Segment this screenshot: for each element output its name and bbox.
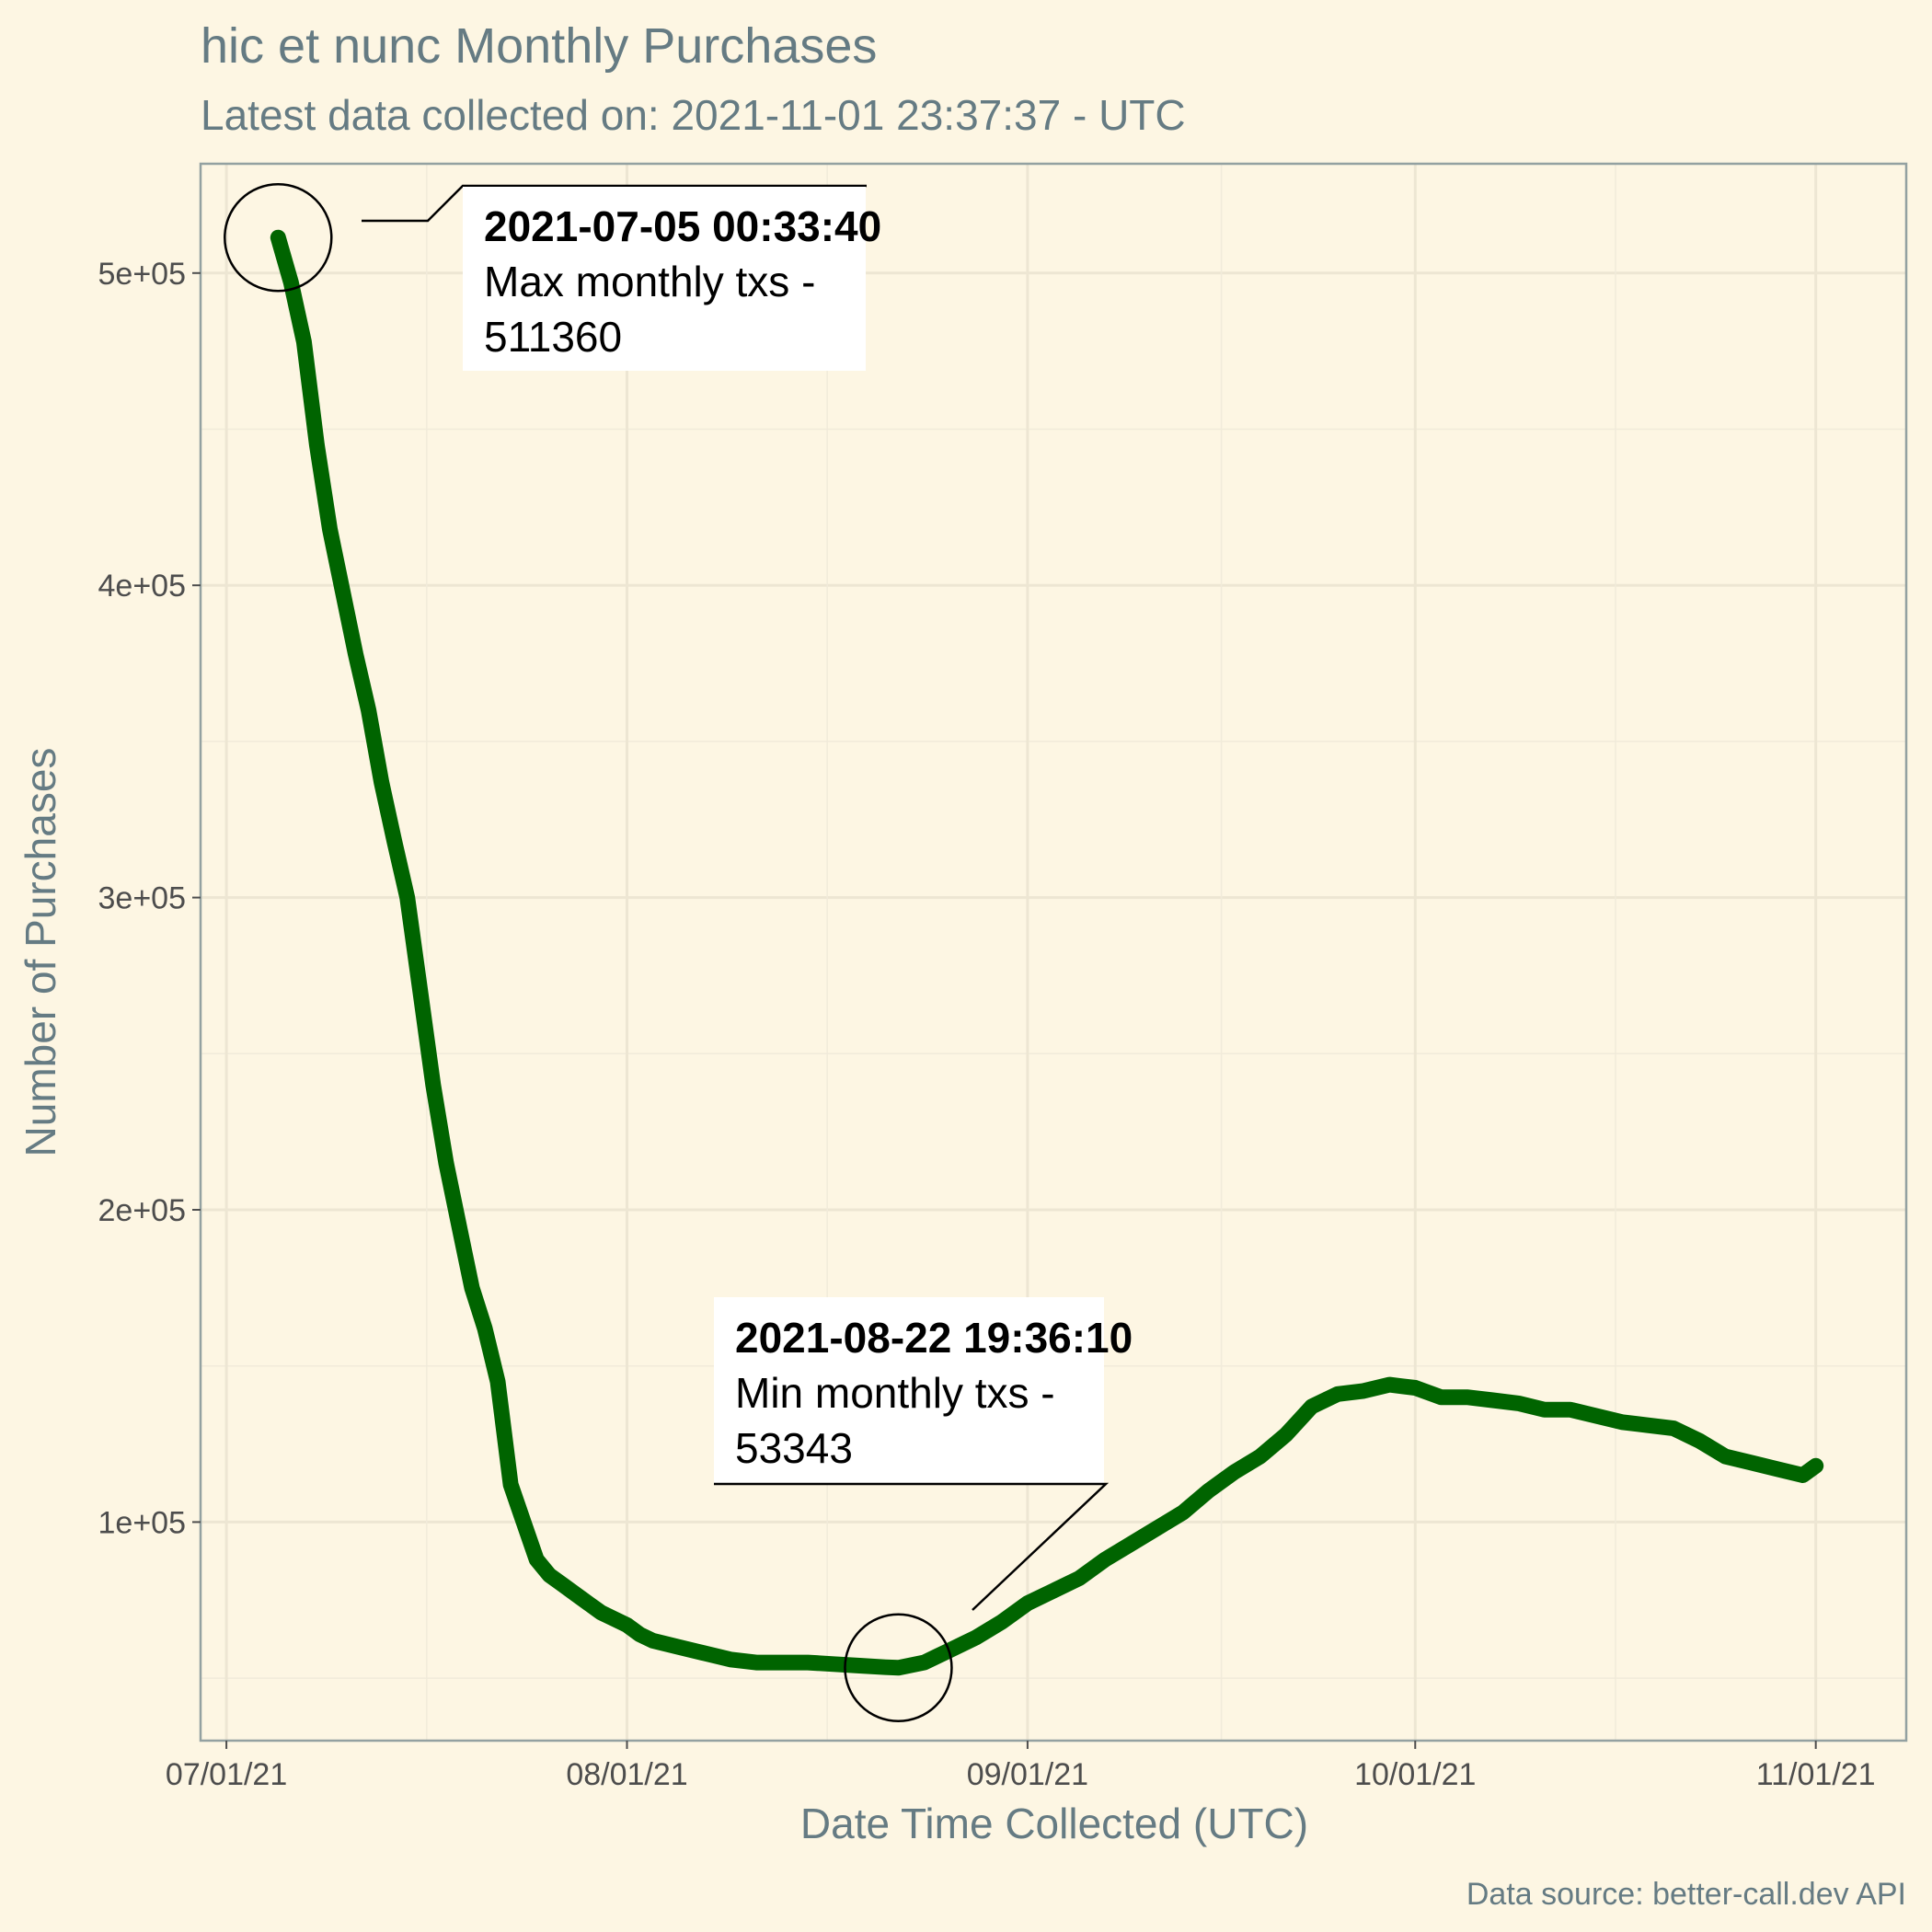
y-tick-label: 3e+05 — [98, 881, 187, 916]
series-line — [270, 229, 1824, 1676]
x-tick-label: 09/01/21 — [967, 1757, 1088, 1792]
max-leader-line — [362, 184, 867, 223]
max-timestamp: 2021-07-05 00:33:40 — [484, 202, 881, 250]
min-annotation: 2021-08-22 19:36:10 Min monthly txs - 53… — [714, 1297, 1133, 1723]
max-annotation: 2021-07-05 00:33:40 Max monthly txs - 51… — [224, 182, 881, 371]
min-label-box — [714, 1297, 1104, 1483]
min-marker-circle — [844, 1613, 953, 1723]
y-axis: 1e+05 2e+05 3e+05 4e+05 5e+05 — [98, 257, 201, 1540]
min-leader-line — [714, 1482, 1110, 1611]
max-marker-circle — [224, 182, 333, 293]
max-value: 511360 — [484, 313, 622, 361]
chart-caption: Data source: better-call.dev API — [1466, 1877, 1906, 1912]
series-path — [270, 229, 1824, 1676]
min-label: Min monthly txs - — [735, 1369, 1055, 1417]
y-tick-label: 4e+05 — [98, 569, 187, 604]
min-value: 53343 — [735, 1424, 853, 1472]
max-label: Max monthly txs - — [484, 258, 815, 305]
x-tick-label: 11/01/21 — [1756, 1757, 1876, 1792]
max-label-box — [463, 187, 866, 371]
panel-border — [199, 162, 1908, 1742]
x-tick-label: 07/01/21 — [166, 1757, 287, 1792]
y-tick-label: 1e+05 — [98, 1505, 187, 1540]
chart-subtitle: Latest data collected on: 2021-11-01 23:… — [201, 91, 1186, 139]
y-tick-label: 5e+05 — [98, 257, 187, 292]
x-tick-label: 10/01/21 — [1354, 1757, 1476, 1792]
y-axis-title: Number of Purchases — [17, 748, 64, 1157]
x-axis-title: Date Time Collected (UTC) — [800, 1800, 1308, 1847]
x-axis: 07/01/21 08/01/21 09/01/21 10/01/21 11/01/21 — [166, 1741, 1876, 1792]
y-tick-label: 2e+05 — [98, 1193, 187, 1228]
x-tick-label: 08/01/21 — [566, 1757, 687, 1792]
min-timestamp: 2021-08-22 19:36:10 — [735, 1314, 1133, 1362]
chart-title: hic et nunc Monthly Purchases — [201, 18, 877, 74]
